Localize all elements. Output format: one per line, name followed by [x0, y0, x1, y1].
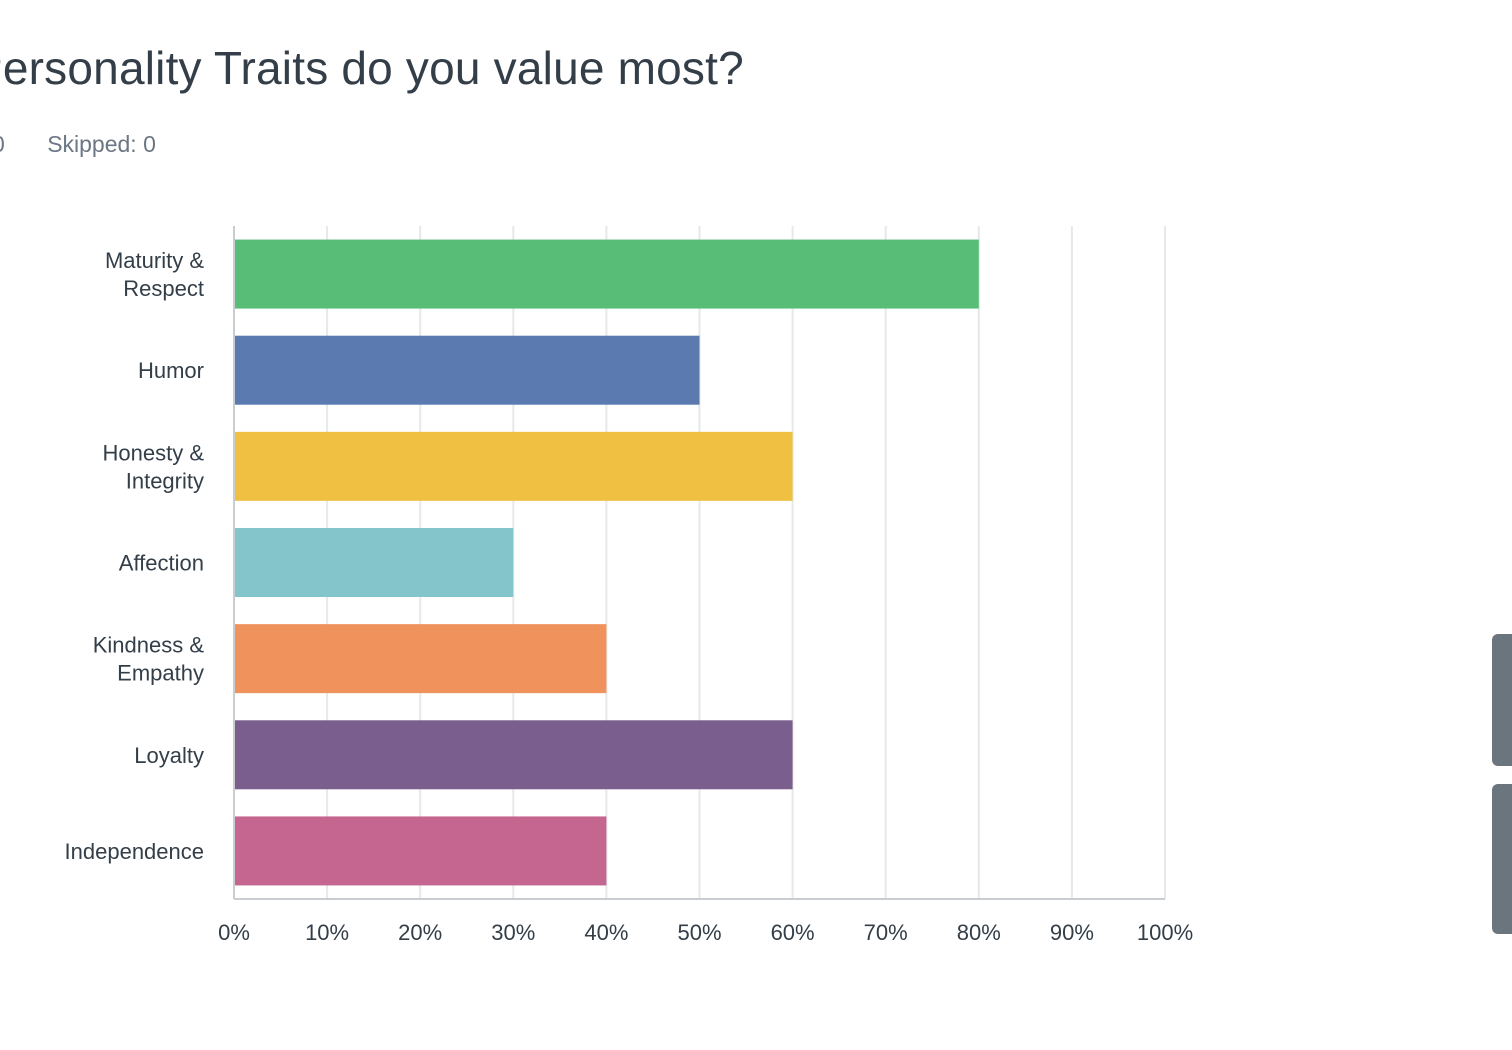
question-title: Personality Traits do you value most?	[0, 42, 744, 94]
x-tick-label: 60%	[771, 920, 815, 945]
x-tick-label: 0%	[218, 920, 250, 945]
category-label: Kindness & Empathy	[93, 633, 205, 686]
x-tick-label: 70%	[864, 920, 908, 945]
x-tick-label: 20%	[398, 920, 442, 945]
x-tick-label: 90%	[1050, 920, 1094, 945]
x-tick-label: 100%	[1137, 920, 1193, 945]
side-panel-tab-2[interactable]	[1492, 784, 1512, 934]
bar[interactable]	[234, 239, 979, 309]
response-stats: 0 Skipped: 0	[0, 128, 156, 160]
bar[interactable]	[234, 816, 607, 886]
answered-count: 0	[0, 128, 5, 160]
category-label: Loyalty	[134, 743, 204, 768]
bar[interactable]	[234, 624, 607, 694]
bar[interactable]	[234, 720, 793, 790]
category-label: Affection	[119, 551, 204, 576]
x-tick-label: 30%	[491, 920, 535, 945]
bar[interactable]	[234, 335, 700, 405]
bar[interactable]	[234, 431, 793, 501]
category-label: Maturity & Respect	[105, 248, 204, 301]
x-tick-label: 10%	[305, 920, 349, 945]
skipped-count: Skipped: 0	[47, 131, 156, 157]
bar[interactable]	[234, 528, 514, 597]
category-label: Independence	[65, 839, 204, 864]
x-tick-label: 80%	[957, 920, 1001, 945]
x-tick-label: 40%	[584, 920, 628, 945]
x-tick-label: 50%	[677, 920, 721, 945]
side-panel-tab-1[interactable]	[1492, 634, 1512, 766]
category-label: Honesty & Integrity	[103, 440, 205, 493]
category-label: Humor	[138, 358, 204, 383]
